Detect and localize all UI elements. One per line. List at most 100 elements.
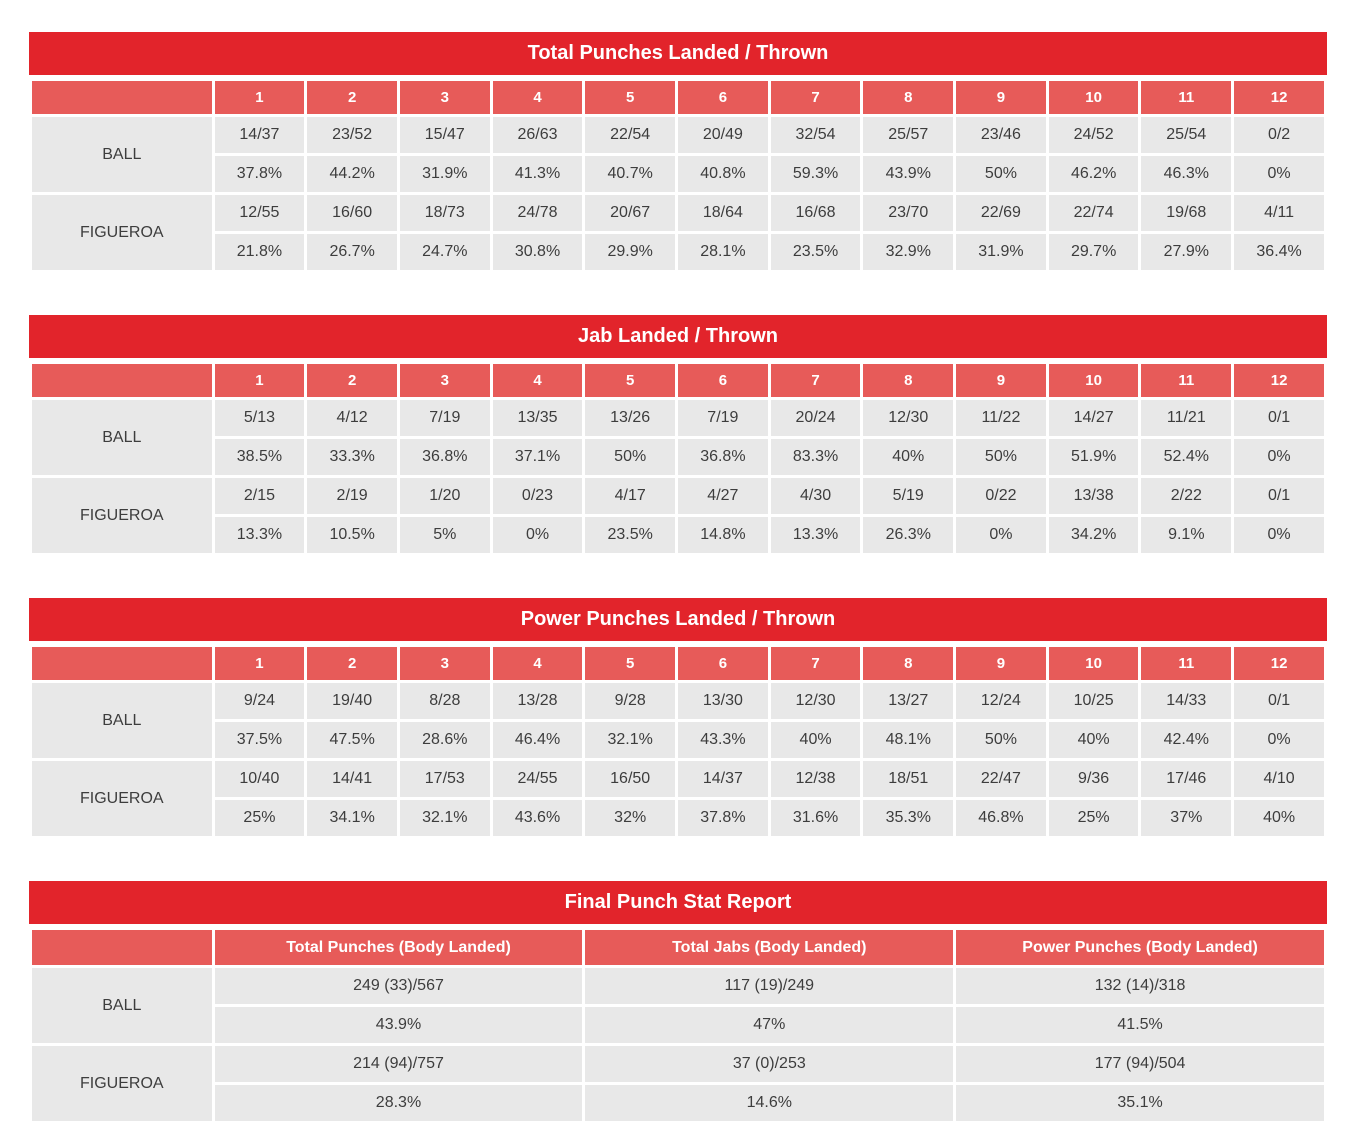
round-header: 3 [396, 644, 493, 683]
landed-thrown-cell: 12/38 [767, 758, 864, 800]
round-header: 9 [953, 644, 1049, 683]
percent-cell: 10.5% [304, 514, 400, 556]
round-header: 11 [1138, 644, 1235, 683]
table-final-punch-stat-report: Final Punch Stat Report Total Punches (Bo… [29, 881, 1327, 1124]
landed-thrown-cell: 0/23 [489, 475, 586, 517]
percent-cell: 40% [1045, 719, 1142, 761]
round-header: 2 [304, 78, 400, 117]
landed-thrown-cell: 16/50 [582, 758, 679, 800]
percent-cell: 51.9% [1045, 436, 1142, 478]
round-header: 8 [860, 361, 957, 400]
landed-thrown-cell: 0/1 [1231, 680, 1327, 722]
table-row: 21.8% 26.7% 24.7% 30.8% 29.9% 28.1% 23.5% 32.9%… [31, 231, 1327, 273]
landed-thrown-cell: 0/1 [1231, 475, 1327, 517]
table-title: Total Punches Landed / Thrown [29, 32, 1327, 75]
round-header: 7 [767, 361, 864, 400]
table-row: FIGUEROA 214 (94)/757 37 (0)/253 177 (94)/5… [29, 1043, 1327, 1124]
round-header: 4 [489, 78, 586, 117]
percent-cell: 42.4% [1138, 719, 1235, 761]
percent-cell: 26.3% [860, 514, 957, 556]
landed-thrown-cell: 23/70 [860, 192, 957, 234]
table-title: Power Punches Landed / Thrown [29, 598, 1327, 641]
table-row: 13.3% 10.5% 5% 0% 23.5% 14.8% 13.3% 26.3% 0% 34.2… [31, 514, 1327, 556]
table-title: Final Punch Stat Report [29, 881, 1327, 924]
percent-cell: 59.3% [767, 153, 864, 195]
landed-thrown-cell: 9/36 [1045, 758, 1142, 800]
round-header: 9 [953, 361, 1049, 400]
round-header: 10 [1045, 361, 1142, 400]
percent-cell: 29.7% [1045, 231, 1142, 273]
percent-cell: 41.5% [953, 1004, 1327, 1046]
percent-cell: 35.1% [953, 1082, 1327, 1124]
round-header: 5 [582, 361, 679, 400]
percent-cell: 9.1% [1138, 514, 1235, 556]
landed-thrown-cell: 17/46 [1138, 758, 1235, 800]
table-title: Jab Landed / Thrown [29, 315, 1327, 358]
percent-cell: 47.5% [304, 719, 400, 761]
landed-thrown-cell: 0/1 [1231, 397, 1327, 439]
percent-cell: 46.2% [1045, 153, 1142, 195]
landed-thrown-cell: 14/37 [675, 758, 771, 800]
landed-thrown-cell: 13/30 [675, 680, 771, 722]
percent-cell: 32.1% [396, 797, 493, 839]
percent-cell: 40% [1231, 797, 1327, 839]
table-total-punches-landed-thrown: Total Punches Landed / Thrown 1 2 3 4 5 6 7 8 9 10… [29, 32, 1327, 273]
percent-cell: 0% [1231, 514, 1327, 556]
percent-cell: 37.8% [211, 153, 308, 195]
percent-cell: 0% [953, 514, 1049, 556]
round-header: 12 [1231, 361, 1327, 400]
table-row: FIGUEROA 10/40 14/41 17/53 24/55 16/50 14/37 12… [29, 758, 1327, 839]
round-header: 4 [489, 361, 586, 400]
percent-cell: 40% [860, 436, 957, 478]
percent-cell: 26.7% [304, 231, 400, 273]
header-row: 1 2 3 4 5 6 7 8 9 10 11 12 [29, 361, 1327, 400]
landed-thrown-cell: 18/73 [396, 192, 493, 234]
landed-thrown-cell: 13/35 [489, 397, 586, 439]
percent-cell: 40.8% [675, 153, 771, 195]
percent-cell: 37% [1138, 797, 1235, 839]
landed-thrown-cell: 10/40 [211, 758, 308, 800]
percent-cell: 14.8% [675, 514, 771, 556]
percent-cell: 14.6% [582, 1082, 957, 1124]
corner-cell [29, 361, 215, 400]
round-header: 5 [582, 644, 679, 683]
landed-thrown-cell: 4/12 [304, 397, 400, 439]
percent-cell: 50% [582, 436, 679, 478]
table-row: 37.8% 44.2% 31.9% 41.3% 40.7% 40.8% 59.3% 43.9%… [31, 153, 1327, 195]
stats-grid: Total Punches (Body Landed) Total Jabs (B… [29, 927, 1327, 1124]
percent-cell: 28.3% [211, 1082, 586, 1124]
round-header: 3 [396, 361, 493, 400]
landed-thrown-cell: 14/37 [211, 114, 308, 156]
table-row: FIGUEROA 2/15 2/19 1/20 0/23 4/17 4/27 4/30 5/19… [29, 475, 1327, 556]
round-header: 1 [211, 644, 308, 683]
round-header: 8 [860, 78, 957, 117]
landed-thrown-cell: 9/24 [211, 680, 308, 722]
percent-cell: 31.9% [396, 153, 493, 195]
fighter-name: BALL [29, 114, 215, 195]
round-header: 11 [1138, 78, 1235, 117]
table-row: 38.5% 33.3% 36.8% 37.1% 50% 36.8% 83.3% 40% 50% 5… [31, 436, 1327, 478]
percent-cell: 25% [1045, 797, 1142, 839]
corner-cell [29, 927, 215, 968]
round-header: 7 [767, 644, 864, 683]
landed-thrown-cell: 12/24 [953, 680, 1049, 722]
percent-cell: 21.8% [211, 231, 308, 273]
table-power-punches-landed-thrown: Power Punches Landed / Thrown 1 2 3 4 5 6 7 8 9 10… [29, 598, 1327, 839]
percent-cell: 43.3% [675, 719, 771, 761]
total-cell: 37 (0)/253 [582, 1043, 957, 1085]
landed-thrown-cell: 22/74 [1045, 192, 1142, 234]
percent-cell: 25% [211, 797, 308, 839]
table-row: 25% 34.1% 32.1% 43.6% 32% 37.8% 31.6% 35.3% 46.8… [31, 797, 1327, 839]
table-row: 43.9% 47% 41.5% [31, 1004, 1327, 1046]
percent-cell: 41.3% [489, 153, 586, 195]
round-header: 5 [582, 78, 679, 117]
round-header: 12 [1231, 78, 1327, 117]
landed-thrown-cell: 4/27 [675, 475, 771, 517]
landed-thrown-cell: 5/13 [211, 397, 308, 439]
landed-thrown-cell: 20/49 [675, 114, 771, 156]
percent-cell: 36.8% [675, 436, 771, 478]
percent-cell: 50% [953, 436, 1049, 478]
percent-cell: 32.9% [860, 231, 957, 273]
landed-thrown-cell: 25/54 [1138, 114, 1235, 156]
